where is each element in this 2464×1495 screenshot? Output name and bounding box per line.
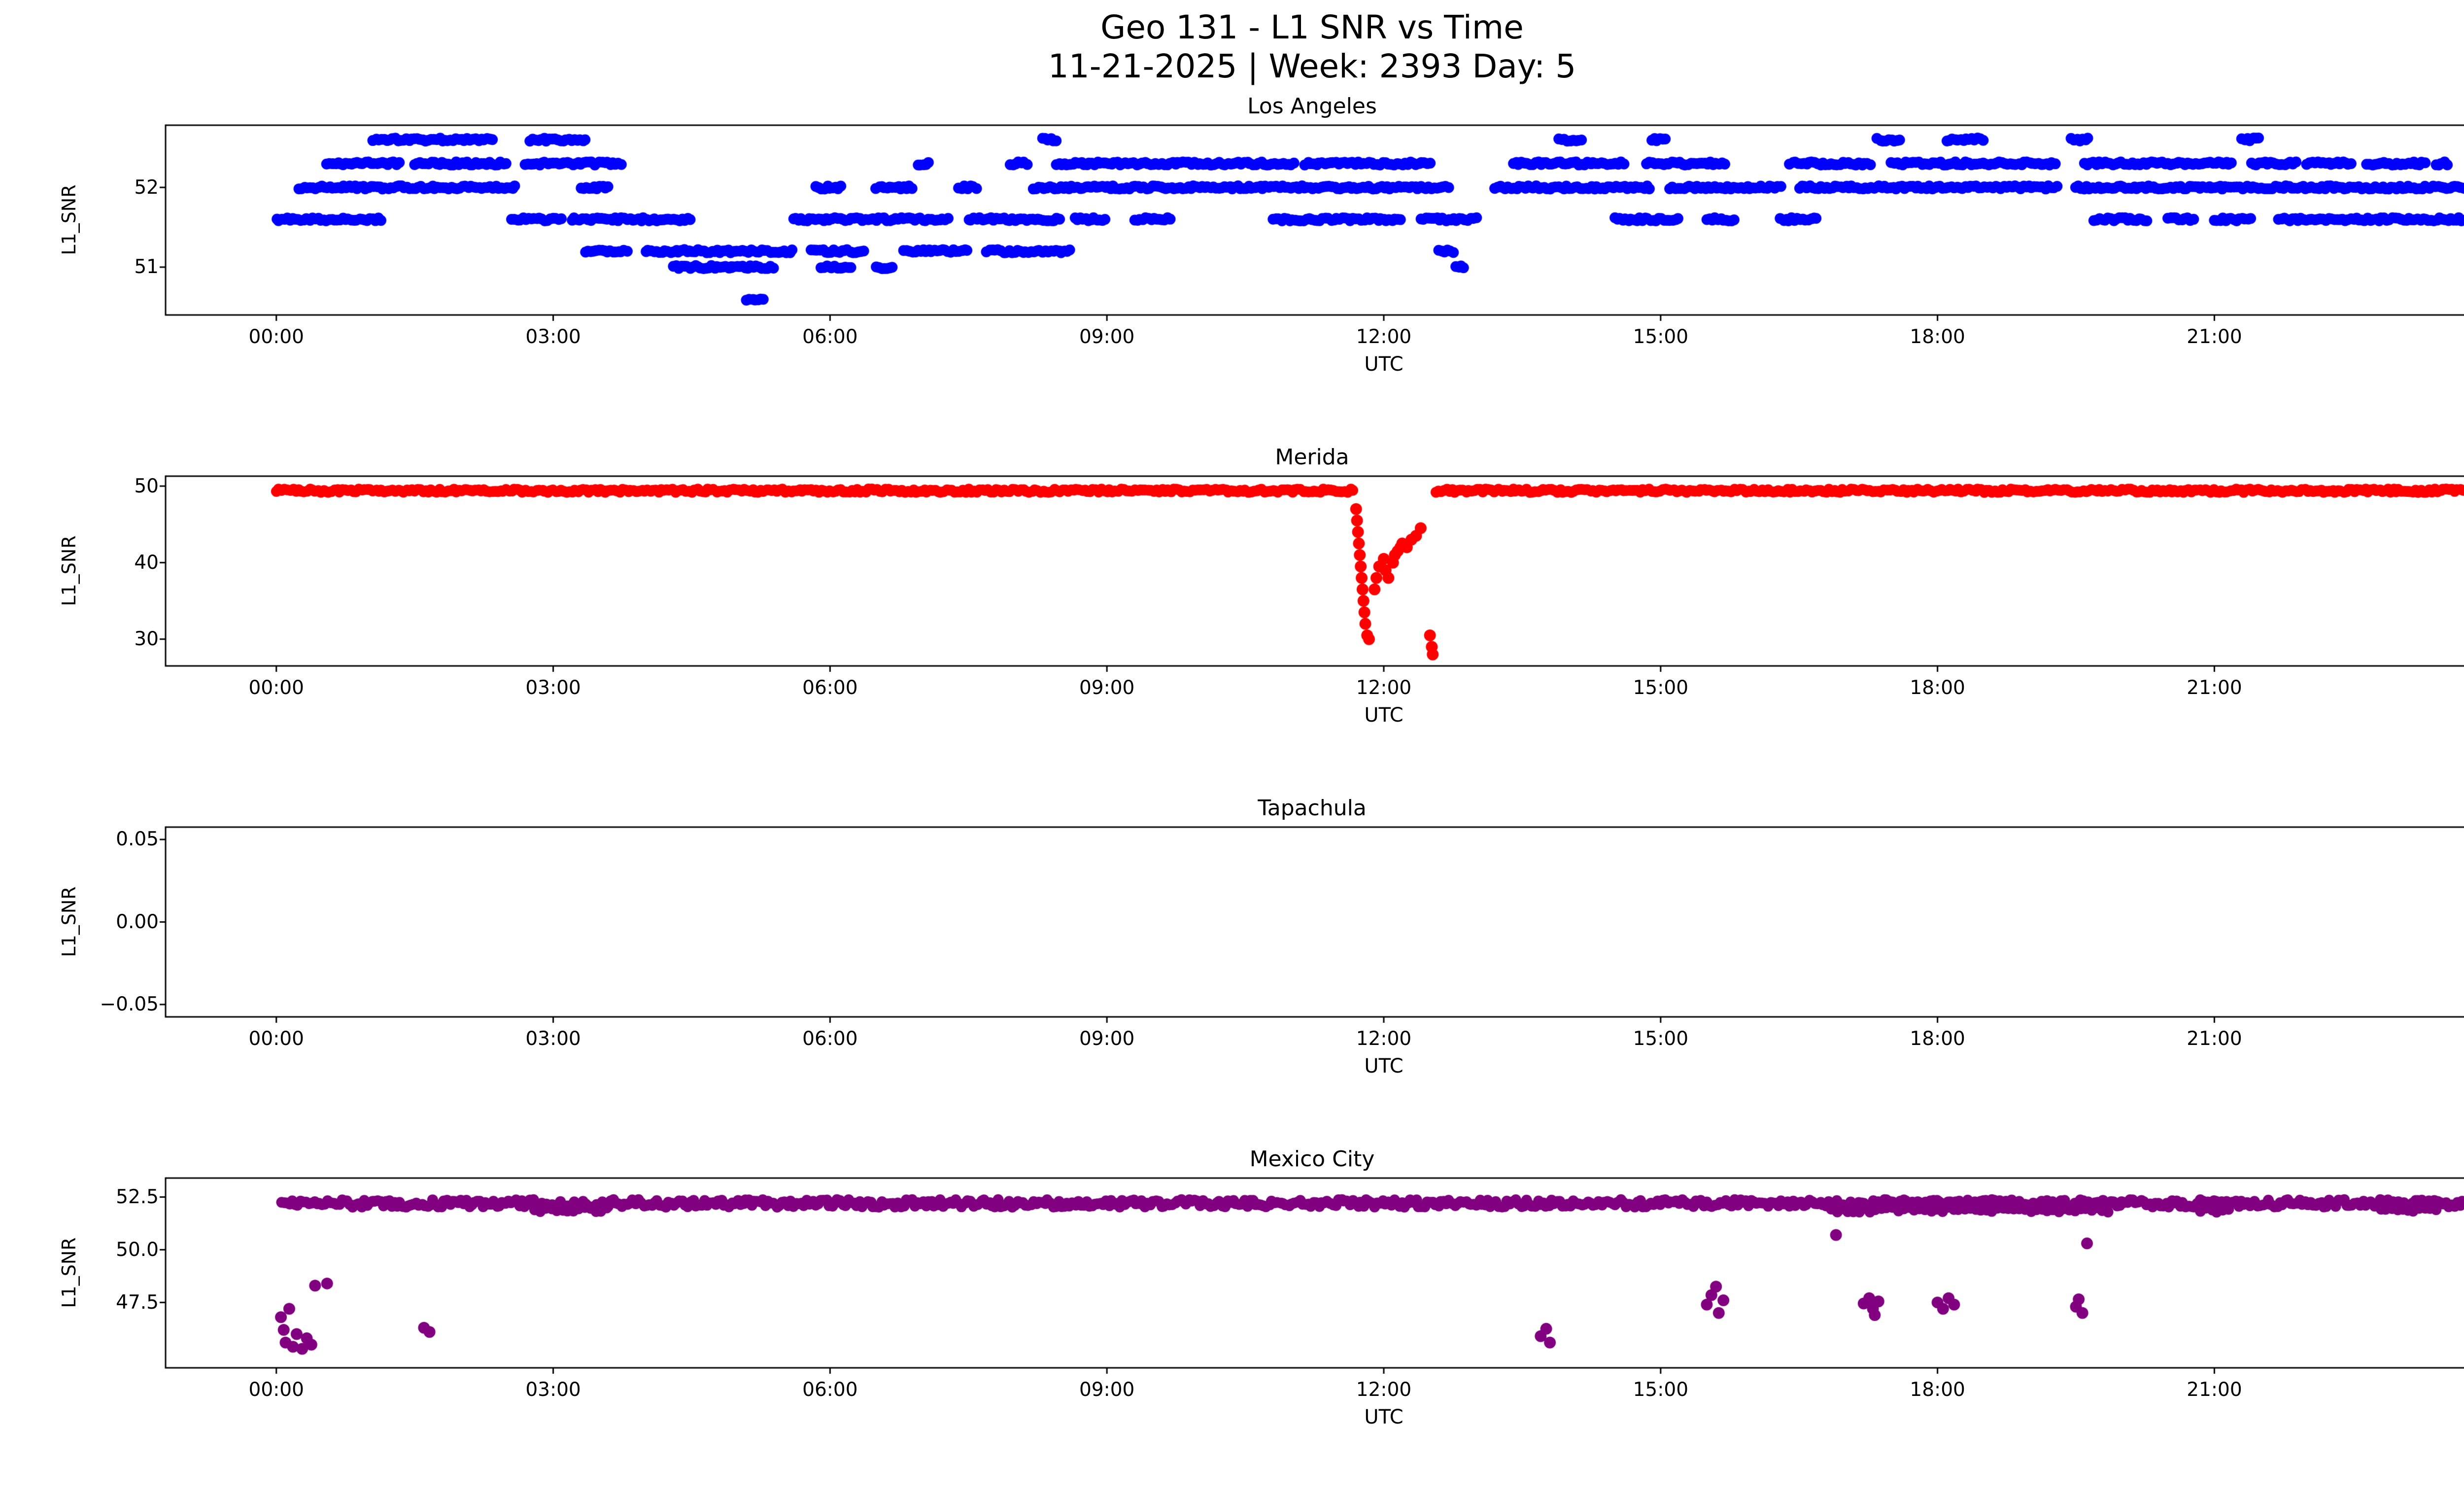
x-tick-label: 00:00 — [248, 1028, 304, 1050]
x-tick-label: 00:00 — [2437, 326, 2464, 348]
x-tick-label: 06:00 — [802, 1379, 858, 1401]
subplot-title-tapachula: Tapachula — [1258, 796, 1367, 821]
subplot-merida: Merida L1_SNR UTC 00:00 03:00 06:00 09:00 12… — [0, 437, 2464, 788]
x-axis-label: UTC — [1364, 1406, 1403, 1429]
figure-title-line1: Geo 131 - L1 SNR vs Time — [1100, 8, 1524, 46]
subplot-mexico-city: Mexico City L1_SNR UTC 00:00 03:00 06:00 09… — [0, 1139, 2464, 1490]
x-tick-label: 12:00 — [1356, 1379, 1412, 1401]
x-tick-label: 18:00 — [1910, 1379, 1965, 1401]
x-tick-label: 18:00 — [1910, 1028, 1965, 1050]
y-tick-label: 52 — [134, 176, 159, 199]
x-axis-label: UTC — [1364, 704, 1403, 727]
x-tick-label: 06:00 — [802, 326, 858, 348]
x-tick-label: 18:00 — [1910, 677, 1965, 699]
x-tick-label: 12:00 — [1356, 1028, 1412, 1050]
x-tick-label: 21:00 — [2187, 1028, 2242, 1050]
x-tick-label: 18:00 — [1910, 326, 1965, 348]
x-tick-label: 00:00 — [2437, 1379, 2464, 1401]
y-tick-label: 50 — [134, 475, 159, 497]
figure-title-line2: 11-21-2025 | Week: 2393 Day: 5 — [1048, 47, 1576, 86]
x-axis-label: UTC — [1364, 353, 1403, 376]
x-tick-label: 09:00 — [1079, 326, 1135, 348]
y-tick-label: 40 — [134, 551, 159, 574]
plot-area-mexico-city — [0, 1139, 2464, 1490]
y-tick-label: 50.0 — [116, 1238, 159, 1261]
x-tick-label: 09:00 — [1079, 677, 1135, 699]
y-tick-label: 52.5 — [116, 1185, 159, 1208]
x-tick-label: 03:00 — [525, 1379, 581, 1401]
x-tick-label: 15:00 — [1633, 1028, 1689, 1050]
x-axis-label: UTC — [1364, 1055, 1403, 1078]
subplot-tapachula: Tapachula L1_SNR UTC 00:00 03:00 06:00 09:0… — [0, 788, 2464, 1139]
y-tick-label: 51 — [134, 256, 159, 278]
y-tick-label: 47.5 — [116, 1291, 159, 1314]
x-tick-label: 21:00 — [2187, 326, 2242, 348]
plot-area-los-angeles — [0, 86, 2464, 437]
x-tick-label: 21:00 — [2187, 677, 2242, 699]
x-tick-label: 15:00 — [1633, 326, 1689, 348]
x-tick-label: 00:00 — [248, 677, 304, 699]
x-tick-label: 21:00 — [2187, 1379, 2242, 1401]
subplot-title-los-angeles: Los Angeles — [1247, 94, 1377, 119]
x-tick-label: 00:00 — [248, 1379, 304, 1401]
plot-area-merida — [0, 437, 2464, 788]
x-tick-label: 09:00 — [1079, 1028, 1135, 1050]
x-tick-label: 03:00 — [525, 326, 581, 348]
x-tick-label: 15:00 — [1633, 677, 1689, 699]
x-tick-label: 03:00 — [525, 677, 581, 699]
x-tick-label: 03:00 — [525, 1028, 581, 1050]
x-tick-label: 12:00 — [1356, 326, 1412, 348]
x-tick-label: 15:00 — [1633, 1379, 1689, 1401]
x-tick-label: 00:00 — [2437, 1028, 2464, 1050]
y-tick-label: 30 — [134, 628, 159, 651]
y-tick-label: 0.05 — [116, 828, 159, 851]
subplot-los-angeles: Los Angeles L1_SNR UTC 00:00 03:00 06:00 09… — [0, 86, 2464, 437]
x-tick-label: 09:00 — [1079, 1379, 1135, 1401]
x-tick-label: 06:00 — [802, 677, 858, 699]
x-tick-label: 12:00 — [1356, 677, 1412, 699]
x-tick-label: 00:00 — [2437, 677, 2464, 699]
y-tick-label: −0.05 — [100, 993, 159, 1016]
x-tick-label: 00:00 — [248, 326, 304, 348]
plot-area-tapachula — [0, 788, 2464, 1139]
y-tick-label: 0.00 — [116, 910, 159, 933]
subplot-title-mexico-city: Mexico City — [1249, 1147, 1375, 1172]
x-tick-label: 06:00 — [802, 1028, 858, 1050]
subplot-title-merida: Merida — [1275, 445, 1349, 470]
